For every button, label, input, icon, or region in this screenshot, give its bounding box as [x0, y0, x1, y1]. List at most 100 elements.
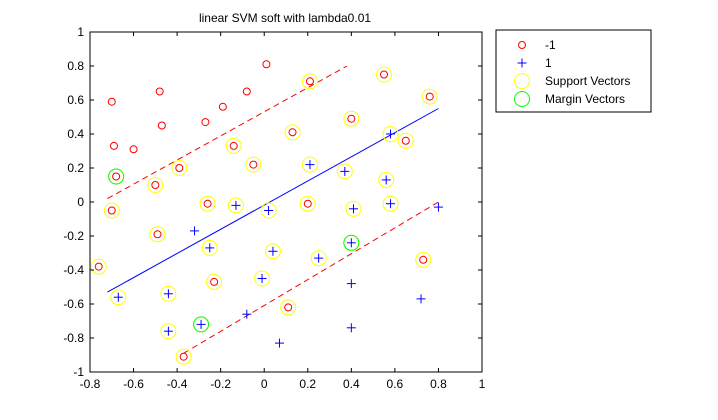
- point-class-neg: [401, 136, 410, 145]
- support-vector-marker: [378, 171, 395, 188]
- support-vector-marker: [260, 202, 277, 219]
- point-class-neg: [425, 92, 434, 101]
- legend-marker: [514, 73, 530, 89]
- decision-boundary-line: [107, 108, 439, 293]
- x-tick-label: -0.6: [123, 377, 144, 391]
- support-vector-marker: [345, 200, 362, 217]
- y-tick-label: -1: [73, 365, 84, 379]
- y-tick-label: -0.8: [63, 331, 84, 345]
- chart-title: linear SVM soft with lambda0.01: [199, 11, 371, 25]
- support-vector-marker: [103, 202, 120, 219]
- legend-marker: [518, 41, 526, 49]
- support-vector-marker: [199, 195, 216, 212]
- support-vector-marker: [301, 73, 318, 90]
- support-vector-marker: [382, 126, 399, 142]
- legend-label: 1: [545, 56, 552, 70]
- point-class-neg: [201, 118, 210, 127]
- point-class-neg: [218, 102, 227, 111]
- x-tick-label: 0.2: [299, 377, 316, 391]
- support-vector-marker: [382, 195, 399, 212]
- y-tick-label: 0: [77, 195, 84, 209]
- point-class-neg: [153, 230, 162, 239]
- support-vector-marker: [264, 243, 281, 260]
- point-class-neg: [151, 181, 160, 189]
- point-class-pos: [242, 309, 252, 319]
- point-class-neg: [107, 97, 116, 106]
- y-tick-label: 0.8: [67, 59, 84, 73]
- point-class-neg: [288, 128, 297, 137]
- point-class-pos: [274, 338, 284, 348]
- point-class-neg: [419, 255, 428, 264]
- point-class-pos: [314, 253, 324, 263]
- y-tick-label: -0.4: [63, 263, 84, 277]
- support-vector-marker: [201, 239, 218, 256]
- support-vector-marker: [206, 273, 223, 290]
- point-class-pos: [305, 160, 315, 170]
- legend: -1 1 Support Vectors Margin Vectors: [495, 29, 652, 113]
- axis-ticks: -0.8 -0.6 -0.4 -0.2 0 0.2 0.4 0.6 0.8 1-1-0.8-0.6…: [63, 25, 485, 391]
- support-vector-marker: [147, 177, 164, 193]
- point-class-neg: [284, 303, 293, 312]
- x-tick-label: -0.4: [167, 377, 188, 391]
- x-tick-label: 0.4: [343, 377, 360, 391]
- support-vector-marker: [421, 88, 438, 105]
- support-vector-marker: [110, 289, 127, 306]
- point-class-neg: [305, 77, 314, 86]
- point-class-neg: [229, 141, 238, 150]
- point-class-pos: [231, 200, 241, 210]
- point-class-pos: [163, 289, 173, 299]
- point-class-pos: [340, 166, 350, 176]
- point-class-pos: [268, 246, 278, 256]
- point-class-neg: [94, 262, 103, 271]
- point-class-pos: [386, 199, 396, 209]
- point-class-pos: [346, 279, 356, 289]
- point-class-pos: [346, 238, 356, 248]
- point-class-neg: [210, 277, 219, 286]
- support-vector-marker: [299, 195, 316, 212]
- point-class-neg: [157, 121, 166, 130]
- x-tick-label: 1: [479, 377, 486, 391]
- support-vector-marker: [301, 156, 318, 173]
- legend-marker: [514, 91, 530, 107]
- x-tick-label: 0.8: [430, 377, 447, 391]
- legend-label: Margin Vectors: [545, 92, 625, 106]
- point-class-neg: [303, 199, 312, 208]
- point-class-neg: [347, 114, 356, 123]
- support-vector-marker: [376, 66, 392, 83]
- point-class-pos: [381, 175, 391, 185]
- point-class-neg: [203, 199, 212, 208]
- support-vector-marker: [160, 323, 177, 340]
- x-tick-label: -0.2: [210, 377, 231, 391]
- legend-label: -1: [545, 38, 556, 52]
- x-tick-label: 0.6: [387, 377, 404, 391]
- support-vector-marker: [254, 270, 271, 287]
- point-class-neg: [175, 164, 184, 172]
- y-tick-label: 0.4: [67, 127, 84, 141]
- point-class-neg: [155, 87, 164, 96]
- point-class-neg: [380, 70, 388, 79]
- x-tick-label: 0: [261, 377, 268, 391]
- x-tick-label: -0.8: [80, 377, 101, 391]
- support-vector-marker: [415, 251, 432, 268]
- support-vector-marker: [284, 124, 301, 141]
- support-vector-marker: [343, 110, 360, 127]
- point-class-pos: [386, 129, 396, 139]
- y-tick-label: -0.2: [63, 229, 84, 243]
- point-class-neg: [107, 206, 116, 215]
- support-vector-marker: [245, 156, 262, 173]
- y-tick-label: -0.6: [63, 297, 84, 311]
- point-class-neg: [262, 60, 271, 69]
- point-class-neg: [109, 141, 118, 150]
- legend-marker: [517, 58, 527, 68]
- line-layer: [107, 65, 439, 354]
- y-tick-label: 1: [77, 25, 84, 39]
- point-class-pos: [349, 204, 359, 214]
- plot-area: [89, 31, 483, 373]
- point-class-neg: [179, 352, 188, 361]
- margin-upper-line: [107, 65, 348, 200]
- margin-vector-marker: [108, 168, 125, 185]
- margin-vector-marker: [343, 234, 360, 251]
- point-class-pos: [257, 274, 267, 283]
- support-vector-marker: [171, 160, 188, 176]
